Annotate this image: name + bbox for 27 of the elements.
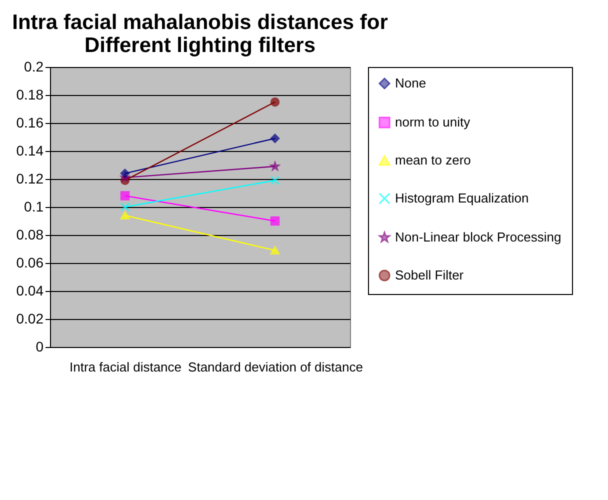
y-tick-label: 0.2 bbox=[24, 58, 44, 74]
point bbox=[270, 97, 280, 107]
y-tick-label: 0.04 bbox=[16, 282, 44, 298]
point bbox=[120, 191, 130, 200]
legend-label: Histogram Equalization bbox=[395, 190, 529, 206]
legend-label: Sobell Filter bbox=[395, 268, 464, 282]
legend-label: None bbox=[395, 76, 426, 90]
legend-label: mean to zero bbox=[395, 152, 471, 168]
y-tick-label: 0.08 bbox=[16, 226, 44, 242]
legend-label: Non-Linear block Processing bbox=[395, 230, 562, 244]
point bbox=[270, 176, 280, 186]
y-tick-label: 0.14 bbox=[16, 142, 44, 158]
point bbox=[120, 168, 130, 178]
point bbox=[120, 202, 130, 212]
y-tick-label: 0.18 bbox=[16, 86, 44, 102]
y-tick-label: 0.06 bbox=[16, 254, 44, 270]
y-tick-label: 0 bbox=[36, 338, 44, 354]
legend-label: norm to unity bbox=[395, 114, 471, 130]
chart-title: Intra facial mahalanobis distances for Different lighting filters bbox=[12, 11, 388, 57]
x-tick-label: Standard deviation of distance bbox=[188, 360, 363, 374]
y-tick-label: 0.02 bbox=[16, 310, 44, 326]
y-tick-label: 0.12 bbox=[16, 170, 44, 186]
point bbox=[270, 216, 280, 226]
x-tick-label: Intra facial distance bbox=[69, 360, 182, 374]
y-tick-label: 0.1 bbox=[24, 198, 44, 214]
y-tick-label: 0.16 bbox=[16, 114, 44, 130]
point bbox=[270, 134, 280, 144]
